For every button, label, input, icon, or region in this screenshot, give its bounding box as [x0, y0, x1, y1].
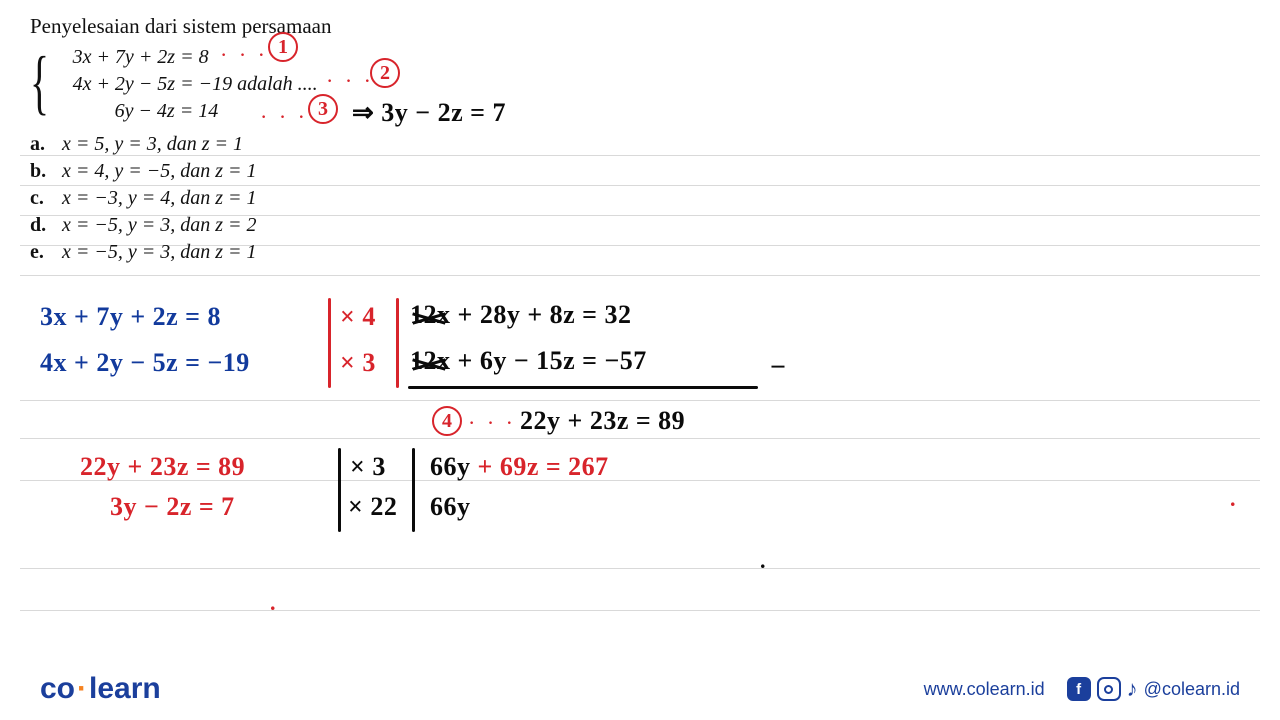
- option-d: x = −5, y = 3, dan z = 2: [62, 212, 257, 239]
- multiplier-x3: × 3: [340, 348, 376, 378]
- elim-result-1: 66y + 69z = 267: [430, 452, 609, 482]
- dots-1: · · ·: [220, 42, 268, 68]
- logo-co: co: [40, 672, 75, 706]
- elim-eq2: 3y − 2z = 7: [110, 492, 235, 522]
- multiplier-x3b: × 3: [350, 452, 386, 482]
- facebook-icon: f: [1067, 677, 1091, 701]
- strike-12x-1: [412, 304, 446, 330]
- option-e: x = −5, y = 3, dan z = 1: [62, 239, 257, 266]
- circle-2: 2: [370, 58, 400, 88]
- logo-learn: learn: [89, 672, 161, 706]
- footer-url: www.colearn.id: [924, 679, 1045, 700]
- brand-logo: co · learn: [40, 672, 161, 706]
- stray-dot-3: .: [1230, 486, 1236, 512]
- stray-dot-2: .: [760, 548, 766, 574]
- simplified-eq3: ⇒ 3y − 2z = 7: [352, 98, 506, 128]
- circle-3: 3: [308, 94, 338, 124]
- result-eq4: 22y + 23z = 89: [520, 406, 685, 436]
- vline-1a: [328, 298, 331, 388]
- footer: co · learn www.colearn.id f ♪ @colearn.i…: [0, 662, 1280, 720]
- vline-2b: [412, 448, 415, 532]
- tiktok-icon: ♪: [1127, 676, 1138, 702]
- subtraction-minus: −: [770, 352, 786, 384]
- social-icons: f ♪ @colearn.id: [1067, 676, 1240, 702]
- social-handle: @colearn.id: [1144, 679, 1240, 700]
- stray-dot-1: .: [270, 590, 276, 616]
- dots-3: · · ·: [260, 104, 308, 130]
- worksheet-page: Penyelesaian dari sistem persamaan { 3x …: [0, 0, 1280, 720]
- dots-2: · · ·: [326, 68, 374, 94]
- logo-dot-icon: ·: [77, 672, 87, 706]
- circle-4: 4: [432, 406, 462, 436]
- answer-options: a.x = 5, y = 3, dan z = 1 b.x = 4, y = −…: [30, 131, 331, 266]
- multiplier-x22: × 22: [348, 492, 397, 522]
- sum-rule-line: [408, 386, 758, 389]
- option-b: x = 4, y = −5, dan z = 1: [62, 158, 257, 185]
- circle-1: 1: [268, 32, 298, 62]
- elim-eq1: 22y + 23z = 89: [80, 452, 245, 482]
- vline-2a: [338, 448, 341, 532]
- vline-1b: [396, 298, 399, 388]
- handwritten-eq1: 3x + 7y + 2z = 8: [40, 302, 221, 332]
- dots-4: · · ·: [468, 410, 516, 436]
- footer-right: www.colearn.id f ♪ @colearn.id: [924, 676, 1240, 702]
- handwritten-eq2: 4x + 2y − 5z = −19: [40, 348, 250, 378]
- instagram-icon: [1097, 677, 1121, 701]
- option-a: x = 5, y = 3, dan z = 1: [62, 131, 243, 158]
- multiplier-x4: × 4: [340, 302, 376, 332]
- elim-result-2: 66y: [430, 492, 471, 522]
- left-brace: {: [30, 46, 49, 127]
- option-c: x = −3, y = 4, dan z = 1: [62, 185, 257, 212]
- strike-12x-2: [412, 350, 446, 376]
- equation-2: 4x + 2y − 5z = −19 adalah ....: [73, 71, 318, 98]
